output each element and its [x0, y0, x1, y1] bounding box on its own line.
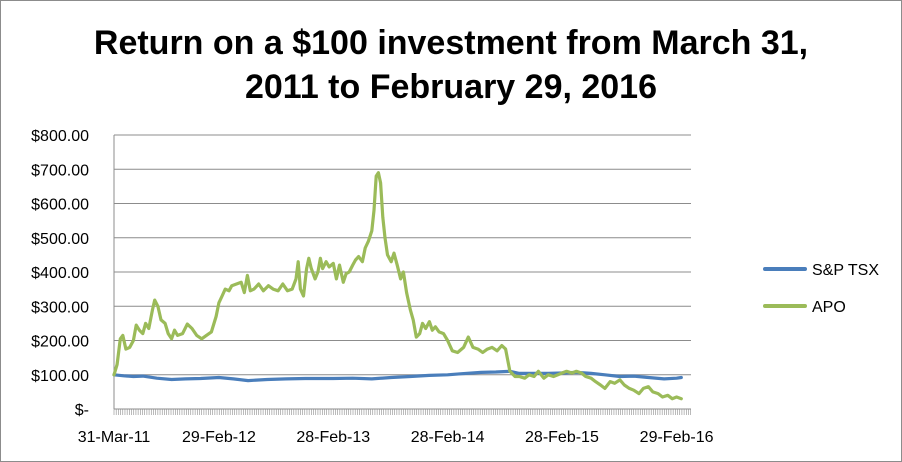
x-tick-label: 28-Feb-15 [525, 429, 599, 446]
x-tick-label: 28-Feb-13 [296, 429, 370, 446]
y-tick-label: $200.00 [31, 334, 89, 351]
x-tick-label: 28-Feb-14 [411, 429, 485, 446]
chart-title: Return on a $100 investment from March 3… [1, 21, 901, 109]
axes [113, 135, 691, 415]
y-tick-label: $100.00 [31, 368, 89, 385]
legend-label-sp-tsx: S&P TSX [812, 262, 879, 279]
y-tick-label: $700.00 [31, 162, 89, 179]
x-tick-label: 29-Feb-12 [182, 429, 256, 446]
y-tick-label: $300.00 [31, 299, 89, 316]
legend-label-apo: APO [812, 299, 846, 316]
series-line-sp-tsx [112, 369, 683, 383]
y-tick-label: $800.00 [31, 128, 89, 145]
x-tick-label: 29-Feb-16 [640, 429, 714, 446]
y-tick-label: $400.00 [31, 265, 89, 282]
x-tick-label: 31-Mar-11 [78, 429, 151, 446]
y-tick-label: $600.00 [31, 197, 89, 214]
y-tick-label: $500.00 [31, 231, 89, 248]
y-tick-label: $- [75, 402, 89, 419]
series-lines [112, 171, 683, 401]
tick-labels: $- $100.00 $200.00 $300.00 $400.00 $500.00 $60… [31, 128, 713, 446]
chart-title-line-1: Return on a $100 investment from March 3… [93, 24, 809, 62]
series-line-apo [112, 171, 683, 401]
chart-title-line-2: 2011 to February 29, 2016 [244, 68, 658, 106]
legend: S&P TSX APO [763, 262, 879, 316]
gridlines [114, 134, 691, 376]
